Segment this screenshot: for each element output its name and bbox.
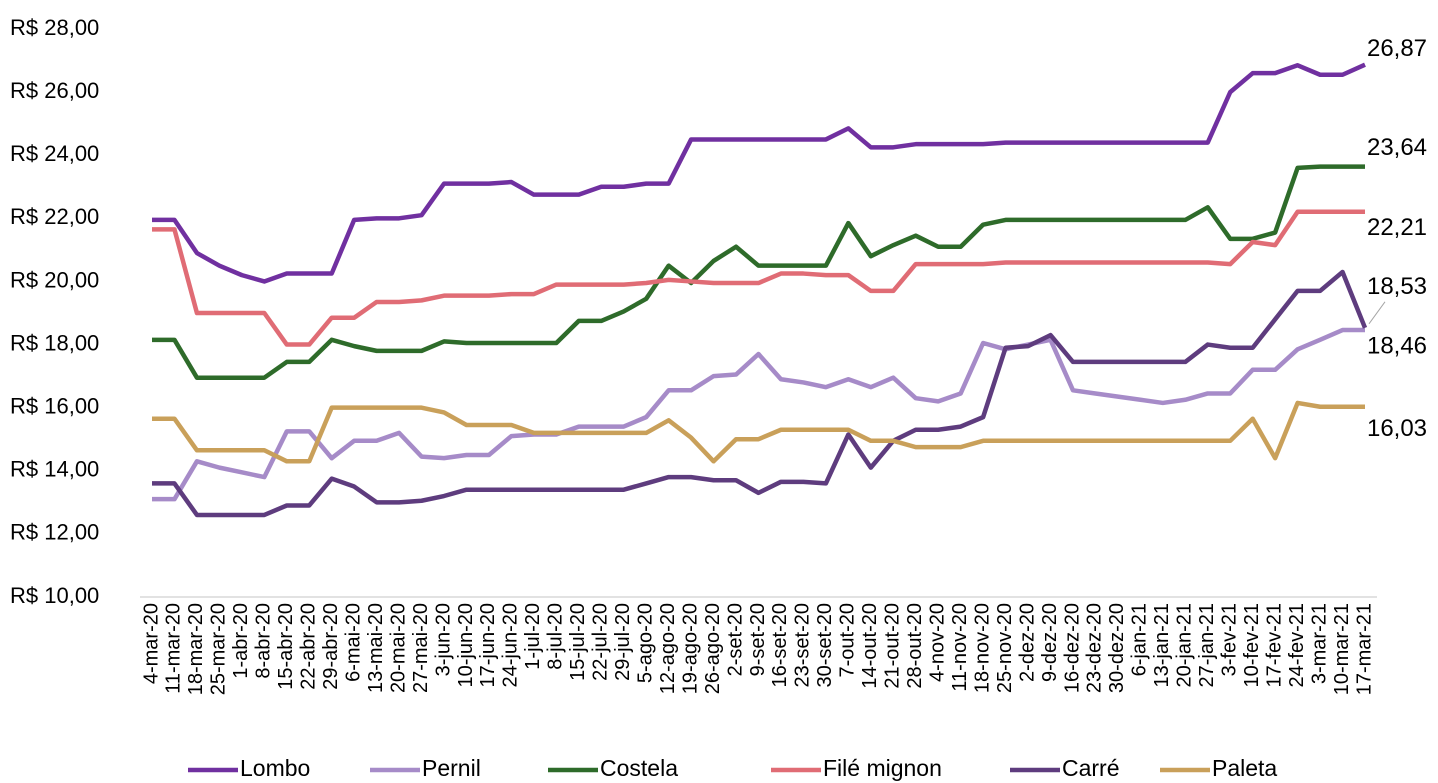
x-tick-label: 22-jul-20 [590,603,612,681]
y-tick-label: R$ 22,00 [10,204,99,229]
x-tick-label: 7-out-20 [837,603,859,678]
series-line [152,327,1365,502]
legend-label: Filé mignon [823,755,942,781]
x-tick-label: 14-out-20 [859,603,881,689]
y-tick-label: R$ 10,00 [10,583,99,608]
x-tick-label: 16-dez-20 [1061,603,1083,693]
x-tick-label: 19-ago-20 [679,603,701,694]
series-line [152,209,1365,347]
legend-label: Pernil [422,755,481,781]
x-tick-label: 1-abr-20 [230,603,252,679]
x-tick-label: 17-fev-21 [1263,603,1285,688]
legend-label: Costela [600,755,678,781]
y-tick-label: R$ 12,00 [10,520,99,545]
x-tick-label: 13-jan-21 [1151,603,1173,688]
x-tick-label: 30-dez-20 [1106,603,1128,693]
y-tick-label: R$ 24,00 [10,141,99,166]
legend-label: Lombo [240,755,310,781]
y-tick-label: R$ 18,00 [10,330,99,355]
x-tick-label: 28-out-20 [904,603,926,689]
data-label: 18,53 [1367,273,1427,300]
series-line [152,269,1368,518]
x-tick-label: 24-jun-20 [500,603,522,688]
data-label: 16,03 [1367,415,1427,442]
y-tick-label: R$ 20,00 [10,267,99,292]
x-tick-label: 11-nov-20 [949,603,971,692]
x-tick-label: 20-jan-21 [1174,603,1196,688]
x-tick-label: 25-mar-20 [208,603,230,695]
x-tick-label: 11-mar-20 [163,603,185,694]
x-tick-label: 29-abr-20 [320,603,342,690]
x-tick-label: 4-mar-20 [140,603,162,684]
x-tick-label: 21-out-20 [882,603,904,689]
data-label: 18,46 [1367,332,1427,359]
data-label: 26,87 [1367,35,1427,62]
x-tick-label: 3-fev-21 [1219,603,1241,676]
x-tick-label: 16-set-20 [769,603,791,688]
x-tick-label: 15-abr-20 [275,603,297,690]
data-label: 22,21 [1367,214,1427,241]
x-tick-label: 18-nov-20 [971,603,993,693]
x-tick-label: 25-nov-20 [994,603,1016,693]
x-tick-label: 23-dez-20 [1084,603,1106,693]
x-tick-label: 10-mar-21 [1331,603,1353,695]
x-tick-label: 9-dez-20 [1039,603,1061,682]
x-tick-label: 1-jul-20 [522,603,544,670]
y-tick-label: R$ 26,00 [10,78,99,103]
x-tick-label: 24-fev-21 [1286,603,1308,688]
y-tick-label: R$ 14,00 [10,457,99,482]
x-tick-label: 27-jan-21 [1196,603,1218,688]
x-tick-label: 2-dez-20 [1016,603,1038,682]
x-tick-label: 12-ago-20 [657,603,679,694]
x-tick-label: 18-mar-20 [185,603,207,695]
x-tick-label: 4-nov-20 [926,603,948,682]
x-tick-label: 26-ago-20 [702,603,724,694]
x-tick-label: 30-set-20 [814,603,836,688]
x-tick-label: 13-mai-20 [365,603,387,693]
x-tick-label: 17-mar-21 [1353,603,1375,695]
x-tick-label: 20-mai-20 [387,603,409,693]
x-tick-label: 5-ago-20 [634,603,656,683]
x-tick-label: 27-mai-20 [410,603,432,693]
leader-line [1368,301,1386,325]
x-tick-label: 8-jul-20 [545,603,567,670]
x-tick-label: 15-jul-20 [567,603,589,681]
legend-label: Carré [1062,755,1120,781]
x-tick-label: 2-set-20 [724,603,746,676]
x-tick-label: 6-jan-21 [1129,603,1151,676]
series-line [152,164,1365,380]
series-line [152,400,1365,464]
y-tick-label: R$ 28,00 [10,15,99,40]
x-tick-label: 8-abr-20 [253,603,275,679]
x-tick-label: 3-jun-20 [432,603,454,676]
x-tick-label: 10-fev-21 [1241,603,1263,688]
x-tick-label: 10-jun-20 [455,603,477,688]
legend-label: Paleta [1212,755,1277,781]
x-tick-label: 23-set-20 [792,603,814,688]
y-tick-label: R$ 16,00 [10,393,99,418]
x-tick-label: 6-mai-20 [342,603,364,682]
series-line [152,62,1366,284]
x-tick-label: 9-set-20 [747,603,769,676]
x-tick-label: 22-abr-20 [298,603,320,690]
data-label: 23,64 [1367,134,1427,161]
x-tick-label: 17-jun-20 [477,603,499,688]
x-tick-label: 29-jul-20 [612,603,634,681]
x-tick-label: 3-mar-21 [1308,603,1330,684]
